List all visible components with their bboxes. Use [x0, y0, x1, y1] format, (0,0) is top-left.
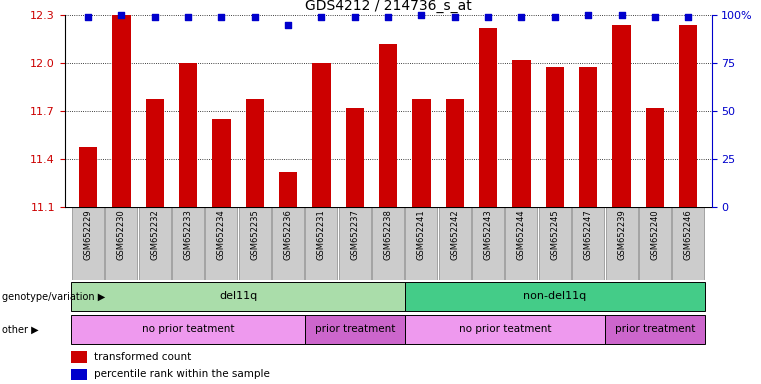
FancyBboxPatch shape	[339, 207, 371, 280]
Bar	[345, 108, 364, 207]
Bar	[112, 15, 131, 207]
FancyBboxPatch shape	[272, 207, 304, 280]
Point	[616, 12, 628, 18]
Bar	[312, 63, 330, 207]
Bar	[512, 60, 530, 207]
Bar	[479, 28, 497, 207]
Text: GSM652232: GSM652232	[150, 210, 159, 260]
Text: other ▶: other ▶	[2, 324, 38, 334]
FancyBboxPatch shape	[72, 314, 304, 344]
FancyBboxPatch shape	[638, 207, 671, 280]
FancyBboxPatch shape	[439, 207, 471, 280]
Text: GSM652247: GSM652247	[584, 210, 593, 260]
FancyBboxPatch shape	[606, 207, 638, 280]
Text: non-del11q: non-del11q	[524, 291, 587, 301]
Bar	[212, 119, 231, 207]
FancyBboxPatch shape	[539, 207, 571, 280]
FancyBboxPatch shape	[405, 314, 605, 344]
FancyBboxPatch shape	[305, 207, 337, 280]
Text: GSM652245: GSM652245	[550, 210, 559, 260]
Point	[282, 22, 295, 28]
Text: no prior teatment: no prior teatment	[459, 324, 551, 334]
Bar	[546, 66, 564, 207]
Text: GSM652229: GSM652229	[84, 210, 93, 260]
Point	[82, 14, 94, 20]
Text: GSM652241: GSM652241	[417, 210, 426, 260]
Text: GSM652237: GSM652237	[350, 210, 359, 260]
Text: percentile rank within the sample: percentile rank within the sample	[94, 369, 269, 379]
FancyBboxPatch shape	[406, 207, 438, 280]
FancyBboxPatch shape	[205, 207, 237, 280]
Text: GSM652233: GSM652233	[183, 210, 193, 260]
Bar	[645, 108, 664, 207]
FancyBboxPatch shape	[372, 207, 404, 280]
Bar	[412, 99, 431, 207]
Point	[449, 14, 461, 20]
Point	[115, 12, 127, 18]
Point	[515, 14, 527, 20]
Text: GSM652231: GSM652231	[317, 210, 326, 260]
FancyBboxPatch shape	[672, 207, 704, 280]
FancyBboxPatch shape	[239, 207, 271, 280]
Text: GSM652246: GSM652246	[683, 210, 693, 260]
FancyBboxPatch shape	[105, 207, 138, 280]
FancyBboxPatch shape	[304, 314, 405, 344]
Bar	[679, 25, 697, 207]
FancyBboxPatch shape	[405, 282, 705, 311]
Text: GSM652235: GSM652235	[250, 210, 260, 260]
Title: GDS4212 / 214736_s_at: GDS4212 / 214736_s_at	[304, 0, 472, 13]
Text: prior treatment: prior treatment	[314, 324, 395, 334]
Point	[416, 12, 428, 18]
Bar	[279, 172, 298, 207]
Text: prior treatment: prior treatment	[615, 324, 695, 334]
Bar	[579, 66, 597, 207]
Text: GSM652230: GSM652230	[117, 210, 126, 260]
Bar	[613, 25, 631, 207]
Text: del11q: del11q	[219, 291, 257, 301]
Point	[148, 14, 161, 20]
Point	[349, 14, 361, 20]
Point	[382, 14, 394, 20]
FancyBboxPatch shape	[572, 207, 604, 280]
Point	[249, 14, 261, 20]
Point	[215, 14, 228, 20]
Text: GSM652244: GSM652244	[517, 210, 526, 260]
Text: GSM652234: GSM652234	[217, 210, 226, 260]
Point	[582, 12, 594, 18]
Bar	[79, 147, 97, 207]
Text: GSM652240: GSM652240	[651, 210, 659, 260]
FancyBboxPatch shape	[472, 207, 504, 280]
Point	[315, 14, 327, 20]
Point	[649, 14, 661, 20]
Bar	[145, 99, 164, 207]
Text: GSM652243: GSM652243	[484, 210, 492, 260]
FancyBboxPatch shape	[72, 282, 405, 311]
Text: GSM652238: GSM652238	[384, 210, 393, 260]
Text: GSM652242: GSM652242	[451, 210, 460, 260]
Text: genotype/variation ▶: genotype/variation ▶	[2, 291, 105, 302]
Bar	[72, 351, 88, 363]
FancyBboxPatch shape	[172, 207, 204, 280]
FancyBboxPatch shape	[605, 314, 705, 344]
Bar	[379, 44, 397, 207]
Text: GSM652239: GSM652239	[617, 210, 626, 260]
Bar	[446, 99, 464, 207]
Point	[182, 14, 194, 20]
Point	[682, 14, 694, 20]
Bar	[246, 99, 264, 207]
Text: no prior teatment: no prior teatment	[142, 324, 234, 334]
Bar	[179, 63, 197, 207]
FancyBboxPatch shape	[505, 207, 537, 280]
Bar	[72, 369, 88, 380]
FancyBboxPatch shape	[72, 207, 104, 280]
Text: GSM652236: GSM652236	[284, 210, 292, 260]
Point	[549, 14, 561, 20]
FancyBboxPatch shape	[139, 207, 170, 280]
Text: transformed count: transformed count	[94, 352, 191, 362]
Point	[482, 14, 494, 20]
